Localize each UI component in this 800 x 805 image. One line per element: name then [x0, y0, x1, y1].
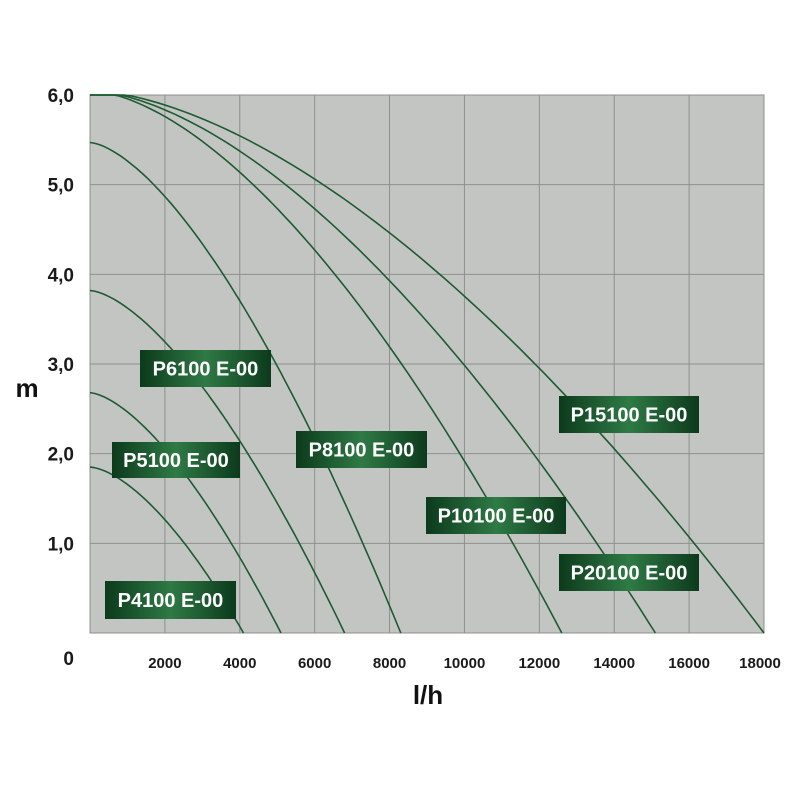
series-label: P6100 E-00 [140, 350, 271, 387]
x-tick-label: 18000 [739, 655, 781, 672]
series-curve [90, 94, 765, 634]
series-label-text: P5100 E-00 [123, 450, 229, 472]
x-axis-label: l/h [413, 680, 443, 710]
series-label-box [112, 442, 240, 478]
series-label-text: P4100 E-00 [118, 590, 224, 612]
series-label: P10100 E-00 [426, 497, 566, 534]
x-tick-label: 12000 [518, 655, 560, 672]
x-tick-label: 6000 [298, 655, 331, 672]
series-curve [89, 289, 346, 634]
y-tick-label: 4,0 [48, 265, 74, 286]
series-label: P4100 E-00 [105, 581, 236, 619]
x-tick-label: 16000 [668, 655, 710, 672]
series-label-box [559, 554, 699, 591]
origin-label: 0 [63, 649, 74, 670]
series-label-text: P20100 E-00 [571, 563, 688, 585]
x-tick-label: 4000 [223, 655, 256, 672]
series-label-text: P15100 E-00 [571, 405, 688, 427]
x-tick-label: 10000 [444, 655, 486, 672]
series-label-text: P10100 E-00 [438, 506, 555, 528]
series-label: P8100 E-00 [296, 431, 427, 468]
series-labels: P4100 E-00 P5100 E-00 P6100 E-00 P8100 E-00… [105, 350, 699, 619]
y-tick-label: 1,0 [48, 534, 74, 555]
series-label: P20100 E-00 [559, 554, 699, 591]
series-curve [89, 141, 402, 634]
series-label-box [140, 350, 271, 387]
y-tick-label: 5,0 [48, 176, 74, 197]
series-label-text: P6100 E-00 [153, 359, 259, 381]
y-tick-label: 2,0 [48, 445, 74, 466]
series-curve [90, 94, 563, 634]
series-label: P15100 E-00 [559, 396, 699, 433]
series-label-box [296, 431, 427, 468]
x-tick-label: 14000 [593, 655, 635, 672]
x-tick-label: 8000 [373, 655, 406, 672]
series-label-box [105, 581, 236, 619]
ticks: 2000 4000 6000 8000 10000 12000 14000 16000 1800… [48, 86, 781, 672]
series-label: P5100 E-00 [112, 442, 240, 478]
x-tick-label: 2000 [148, 655, 181, 672]
y-tick-label: 3,0 [48, 355, 74, 376]
y-axis-label: m [15, 373, 38, 403]
series-label-box [426, 497, 566, 534]
series-label-text: P8100 E-00 [309, 440, 415, 462]
series-label-box [559, 396, 699, 433]
series-curve [90, 94, 657, 634]
y-tick-label: 6,0 [48, 86, 74, 107]
